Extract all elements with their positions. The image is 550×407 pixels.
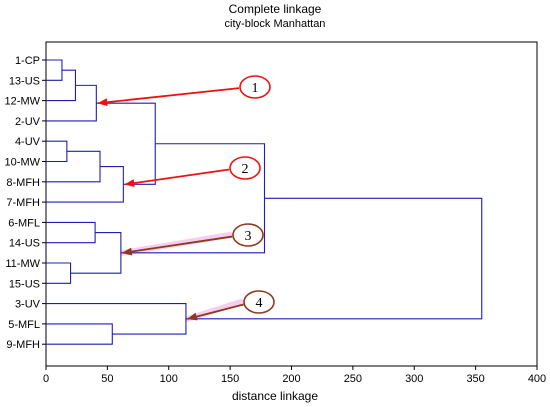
cluster-link — [46, 221, 96, 244]
cluster-link — [46, 69, 77, 102]
callout-circle — [229, 156, 261, 180]
x-tick-label: 300 — [405, 373, 423, 385]
x-tick-label: 350 — [466, 373, 484, 385]
callout-label: 1 — [252, 81, 259, 96]
x-tick-label: 250 — [344, 373, 362, 385]
cluster-link — [46, 59, 63, 81]
cluster-link — [46, 166, 124, 203]
leaf-label: 4-UV — [15, 136, 41, 148]
x-tick-label: 200 — [282, 373, 300, 385]
cluster-link — [46, 262, 72, 284]
leaf-label: 15-US — [9, 278, 40, 290]
leaf-label: 1-CP — [15, 55, 40, 67]
x-axis-label: distance linkage — [231, 389, 319, 403]
leaf-label: 14-US — [9, 238, 40, 250]
leaf-label: 3-UV — [15, 299, 41, 311]
leaf-label: 13-US — [9, 75, 40, 87]
callout-arrow — [124, 168, 230, 188]
cluster-link — [46, 323, 113, 345]
callout-circle — [232, 223, 264, 247]
cluster-link — [96, 102, 156, 185]
callout-arrow — [97, 87, 240, 107]
callout-arrow — [186, 303, 244, 321]
callout-arrow — [121, 235, 233, 256]
leaf-label: 5-MFL — [8, 319, 40, 331]
cluster-link — [46, 84, 97, 122]
leaf-label: 11-MW — [5, 258, 40, 270]
chart-subtitle: city-block Manhattan — [224, 18, 326, 30]
callout-circle — [243, 290, 275, 314]
leaf-label: 9-MFH — [6, 339, 40, 351]
cluster-link — [185, 197, 483, 320]
leaf-label: 2-UV — [15, 116, 41, 128]
callout-circle — [239, 75, 271, 99]
plot-frame — [45, 41, 538, 367]
callout-label: 3 — [245, 229, 252, 244]
leaf-label: 6-MFL — [8, 217, 40, 229]
x-tick-label: 100 — [160, 373, 178, 385]
cluster-link — [46, 150, 101, 183]
x-tick-label: 0 — [43, 373, 49, 385]
cluster-link — [46, 303, 187, 335]
chart-title: Complete linkage — [228, 2, 322, 16]
cluster-link — [70, 232, 122, 274]
leaf-label: 12-MW — [5, 96, 41, 108]
x-tick-label: 50 — [101, 373, 113, 385]
x-tick-label: 400 — [528, 373, 546, 385]
leaf-label: 7-MFH — [6, 197, 40, 209]
callout-label: 4 — [256, 296, 263, 311]
leaf-label: 10-MW — [5, 157, 41, 169]
leaf-label: 8-MFH — [6, 177, 40, 189]
cluster-link — [46, 140, 68, 163]
x-tick-label: 150 — [221, 373, 239, 385]
callout-label: 2 — [242, 162, 249, 177]
